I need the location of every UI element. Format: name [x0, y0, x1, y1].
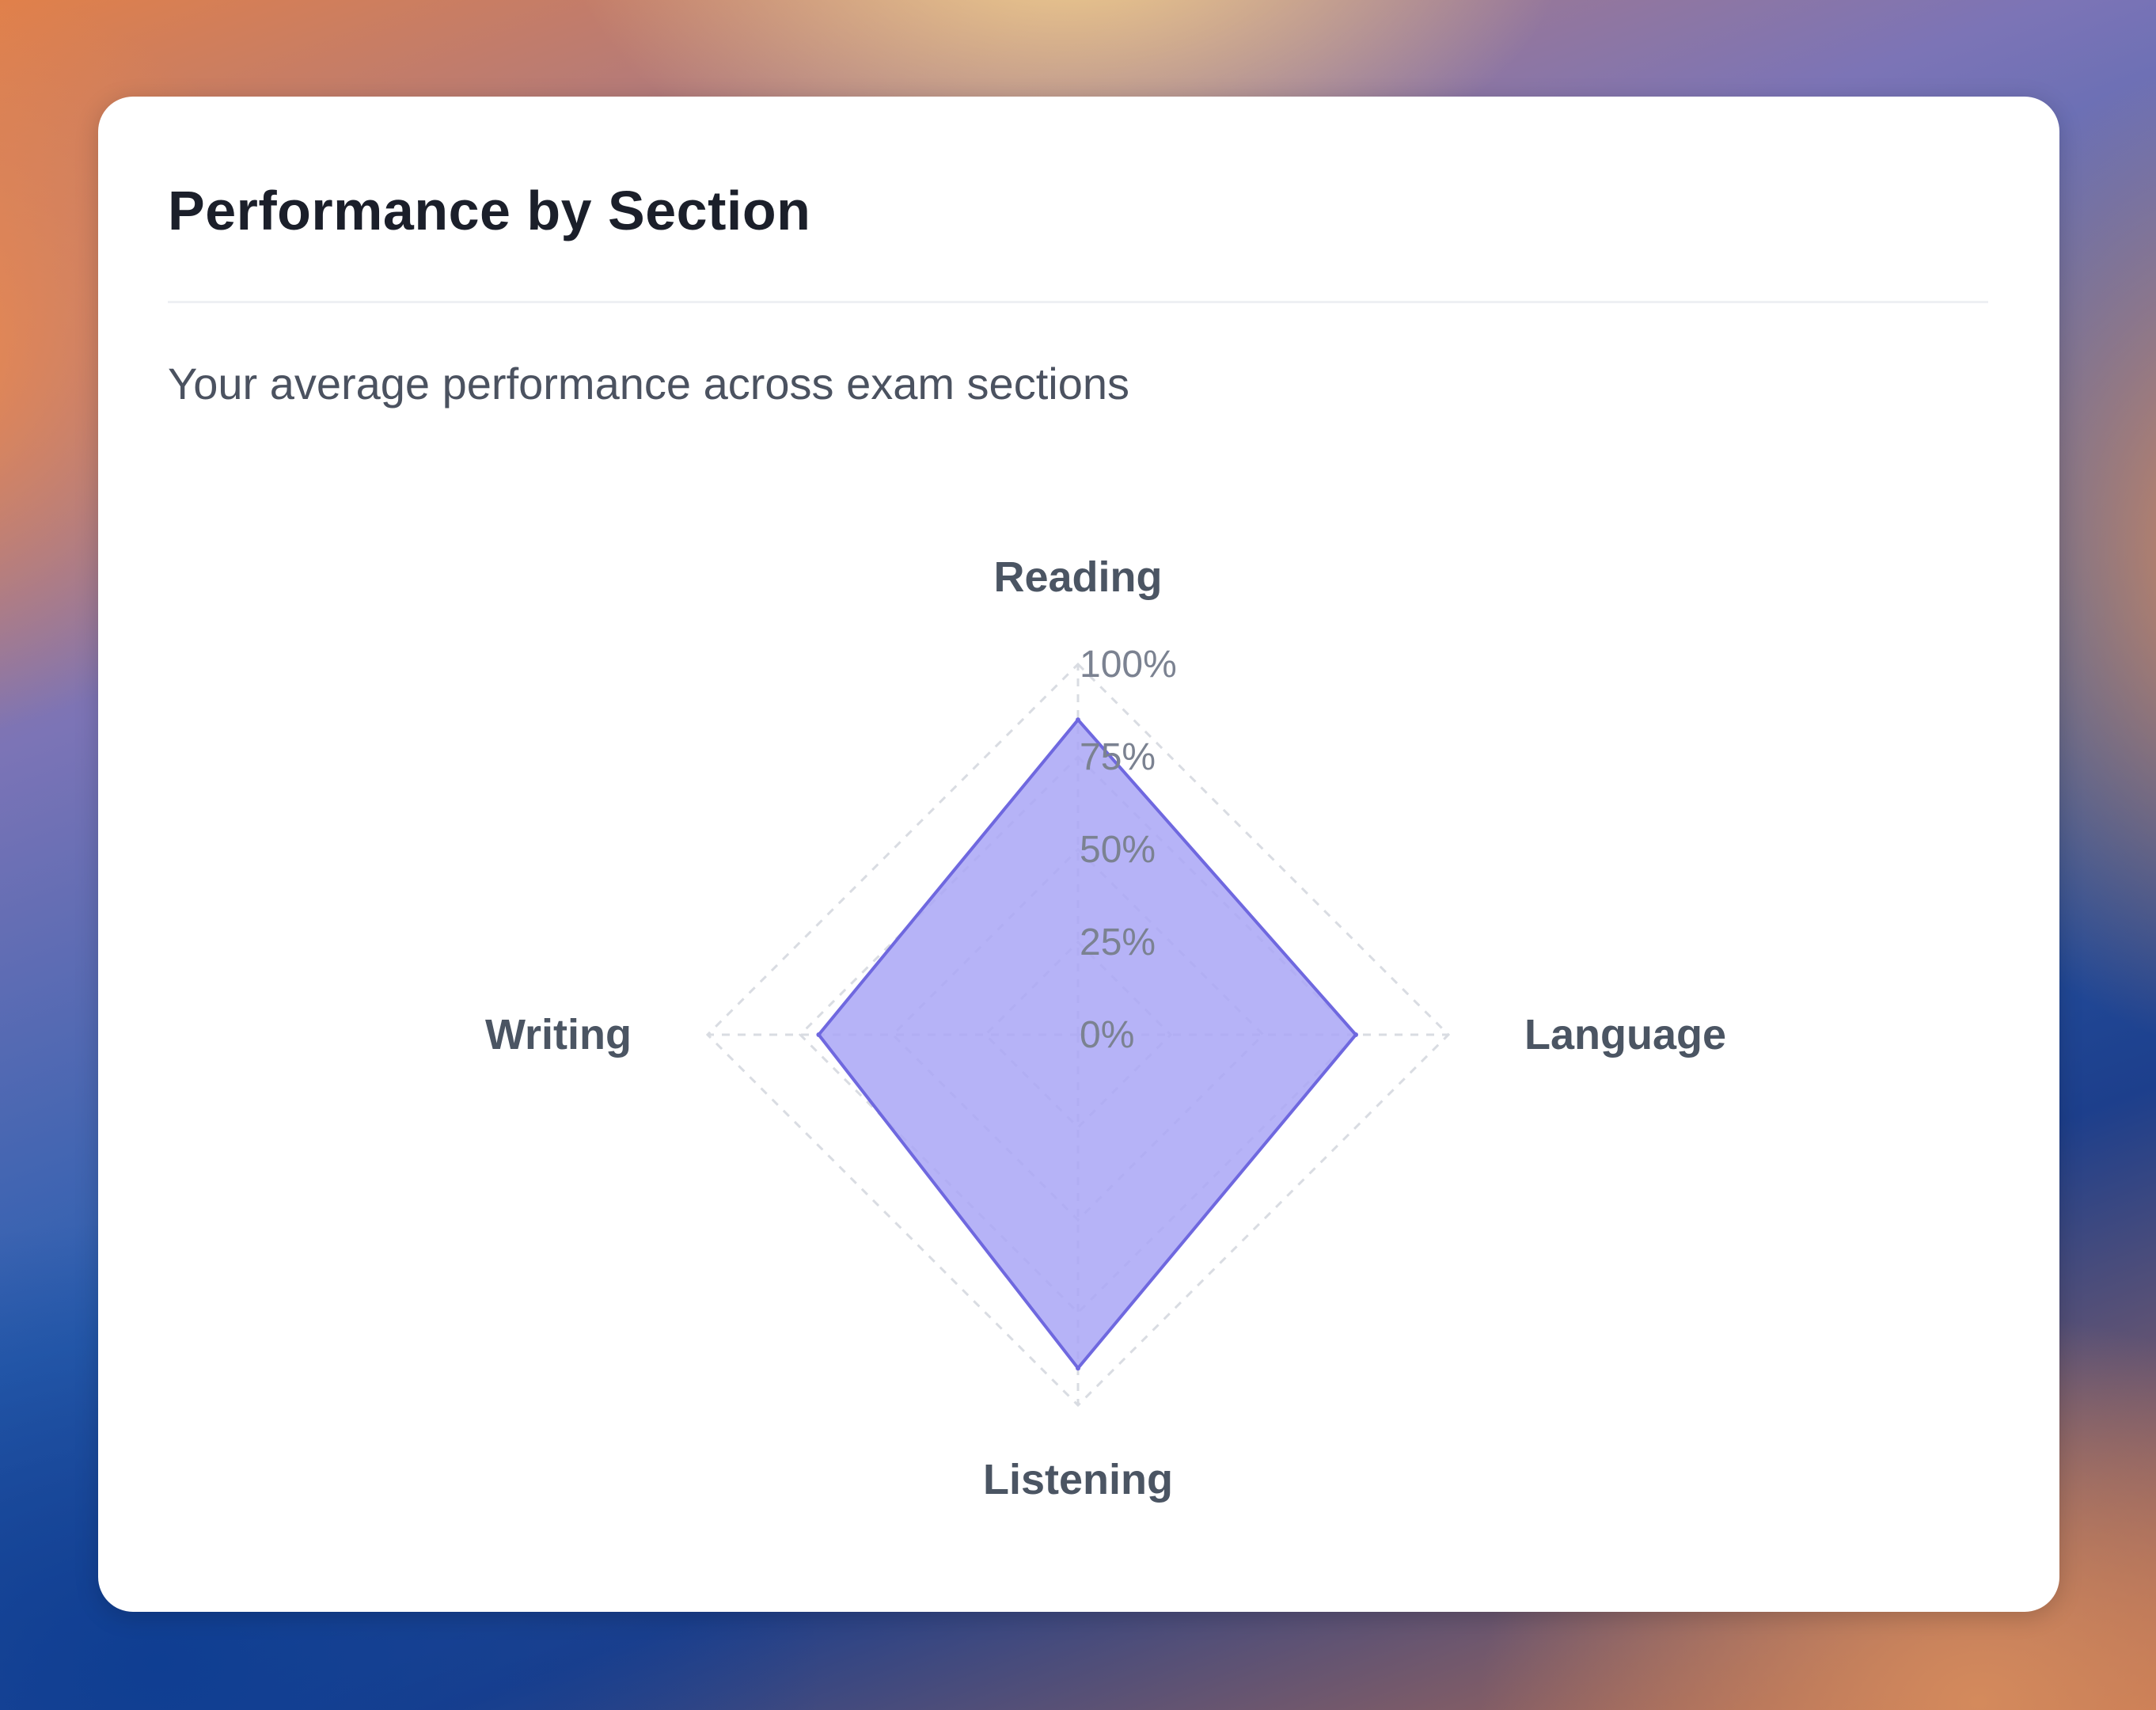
axis-label-reading: Reading — [993, 553, 1162, 601]
tick-label: 100% — [1080, 644, 1177, 686]
radar-ticks: 0% 25% 50% 75% 100% — [1080, 644, 1177, 1056]
title-divider — [168, 301, 1988, 303]
axis-label-listening: Listening — [983, 1456, 1173, 1503]
radar-chart: 0% 25% 50% 75% 100% Reading Language Listening… — [485, 553, 1726, 1503]
axis-label-language: Language — [1524, 1011, 1726, 1058]
card-title: Performance by Section — [168, 180, 811, 241]
radar-data — [816, 717, 1358, 1371]
axis-label-writing: Writing — [485, 1011, 632, 1058]
data-point — [1076, 717, 1080, 723]
data-point — [816, 1032, 822, 1037]
performance-card: Performance by Section Your average perf… — [98, 97, 2059, 1612]
radar-axis-labels: Reading Language Listening Writing — [485, 553, 1726, 1503]
data-point — [1353, 1032, 1358, 1037]
data-point — [1076, 1366, 1080, 1371]
tick-label: 50% — [1080, 829, 1156, 871]
card-subtitle: Your average performance across exam sec… — [168, 359, 1129, 408]
tick-label: 25% — [1080, 922, 1156, 963]
tick-label: 0% — [1080, 1014, 1134, 1056]
tick-label: 75% — [1080, 736, 1156, 778]
